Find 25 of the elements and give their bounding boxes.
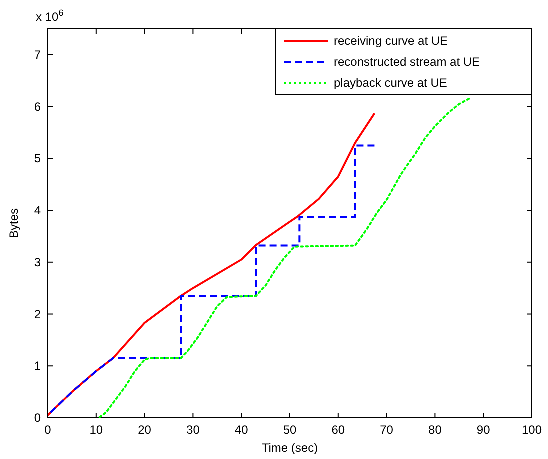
x-tick-label: 90: [476, 423, 491, 437]
y-tick-label: 1: [34, 359, 42, 374]
legend-label: reconstructed stream at UE: [334, 55, 480, 69]
y-tick-label: 4: [34, 204, 42, 218]
y-tick-label: 3: [34, 255, 42, 270]
x-tick-label: 0: [44, 423, 52, 437]
x-axis-title: Time (sec): [262, 441, 318, 455]
legend-label: receiving curve at UE: [334, 34, 448, 48]
x-tick-label: 80: [428, 423, 442, 437]
y-tick-label: 0: [34, 411, 42, 425]
x-tick-label: 50: [283, 423, 297, 437]
x-tick-label: 10: [90, 423, 104, 437]
x-tick-label: 100: [522, 423, 542, 437]
text: x 10$^{6}$: [36, 8, 64, 24]
x-tick-label: 70: [380, 423, 394, 437]
legend-label: playback curve at UE: [334, 76, 448, 90]
x-tick-label: 20: [138, 423, 152, 437]
y-axis-title: Bytes: [7, 208, 21, 239]
y-tick-label: 5: [34, 152, 42, 166]
x-tick-label: 40: [234, 423, 249, 437]
y-tick-label: 2: [34, 307, 42, 322]
y-tick-label: 6: [34, 100, 42, 114]
x-tick-label: 30: [186, 423, 200, 437]
x-tick-label: 60: [332, 423, 346, 437]
y-tick-label: 7: [34, 48, 42, 62]
